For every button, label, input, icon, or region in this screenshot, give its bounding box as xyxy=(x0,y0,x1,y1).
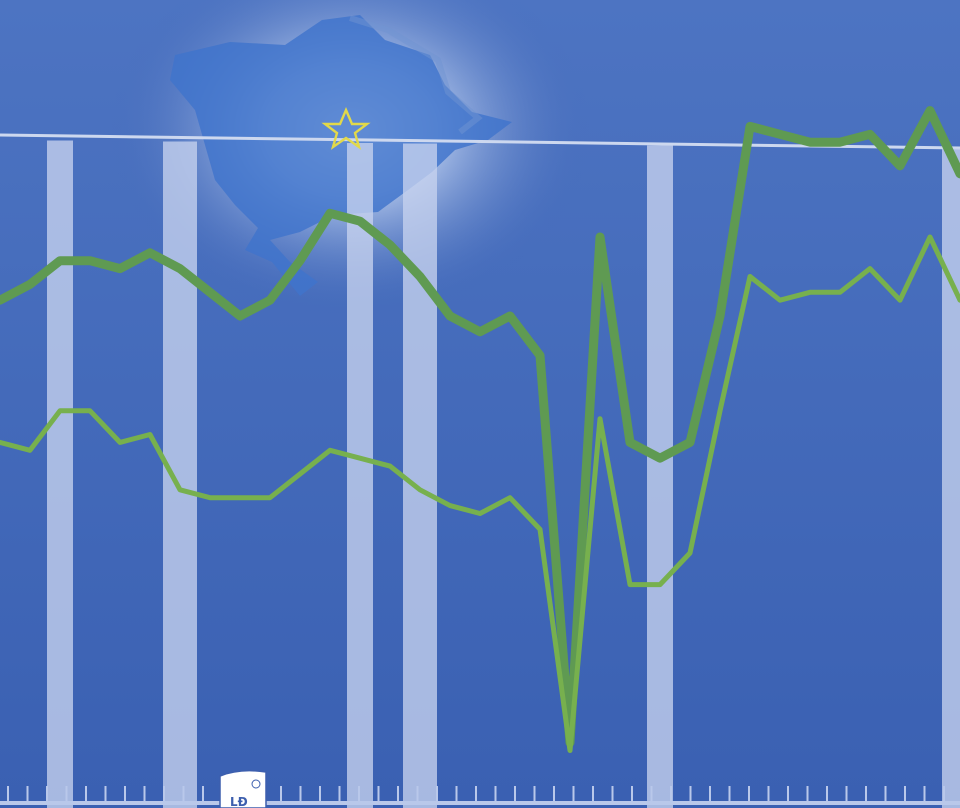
series-lines xyxy=(0,106,960,753)
map-shadow-edge xyxy=(349,15,483,135)
publisher-logo: LĐ xyxy=(219,769,267,808)
vertical-bar xyxy=(403,143,437,808)
star-icon xyxy=(321,106,371,150)
vertical-bar xyxy=(347,143,373,808)
horizon-line xyxy=(0,133,960,150)
vertical-bar xyxy=(942,147,960,808)
map-silhouette xyxy=(170,15,512,296)
series-line-light xyxy=(0,234,960,753)
vertical-bars xyxy=(47,140,960,808)
logo-text: LĐ xyxy=(230,795,248,808)
vertical-bar xyxy=(47,140,73,808)
vertical-bar xyxy=(647,145,673,808)
flower-icon xyxy=(251,779,261,789)
vertical-bar xyxy=(163,141,197,808)
series-line-dark xyxy=(0,106,960,748)
